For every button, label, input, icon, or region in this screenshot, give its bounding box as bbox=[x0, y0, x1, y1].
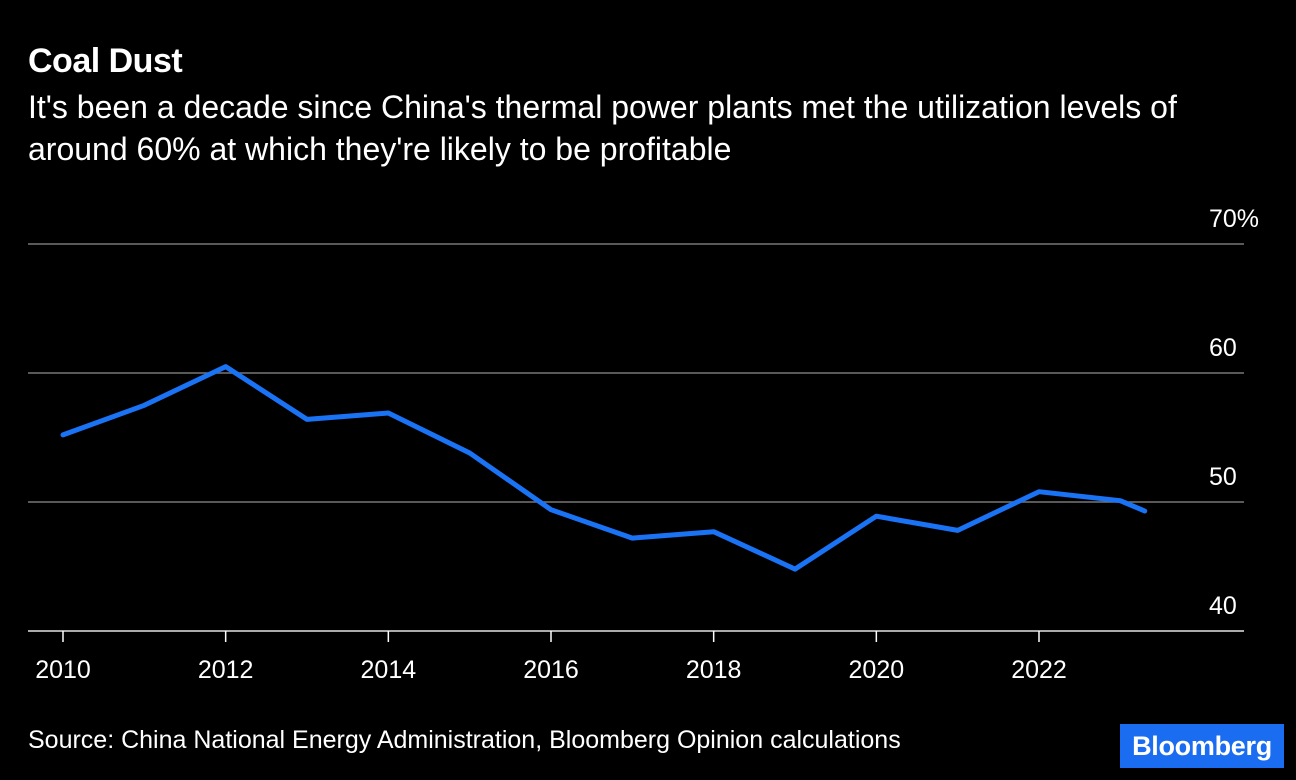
source-note: Source: China National Energy Administra… bbox=[28, 726, 901, 754]
x-axis-ticks: 2010 2012 2014 2016 2018 2020 2022 bbox=[35, 631, 1067, 684]
series-line-0 bbox=[60, 364, 1148, 572]
chart-title: Coal Dust bbox=[28, 42, 183, 80]
x-tick-label: 2016 bbox=[523, 656, 579, 684]
y-tick-label: 40 bbox=[1209, 592, 1237, 620]
y-axis-ticks: 70% 60 50 40 bbox=[1209, 205, 1259, 620]
x-tick-label: 2022 bbox=[1011, 656, 1067, 684]
x-tick-label: 2020 bbox=[849, 656, 905, 684]
y-tick-label: 60 bbox=[1209, 334, 1237, 362]
x-tick-label: 2010 bbox=[35, 656, 91, 684]
y-tick-label: 50 bbox=[1209, 463, 1237, 491]
y-tick-label: 70% bbox=[1209, 205, 1259, 233]
bloomberg-logo: Bloomberg bbox=[1120, 724, 1284, 768]
chart-subtitle: It's been a decade since China's thermal… bbox=[28, 89, 1177, 167]
x-tick-label: 2014 bbox=[361, 656, 417, 684]
series-layer bbox=[60, 364, 1148, 572]
line-chart: 70% 60 50 40 2010 2012 2014 2016 2018 2020 2022 bbox=[28, 205, 1259, 684]
x-tick-label: 2012 bbox=[198, 656, 254, 684]
x-tick-label: 2018 bbox=[686, 656, 742, 684]
grid-lines bbox=[28, 243, 1244, 632]
